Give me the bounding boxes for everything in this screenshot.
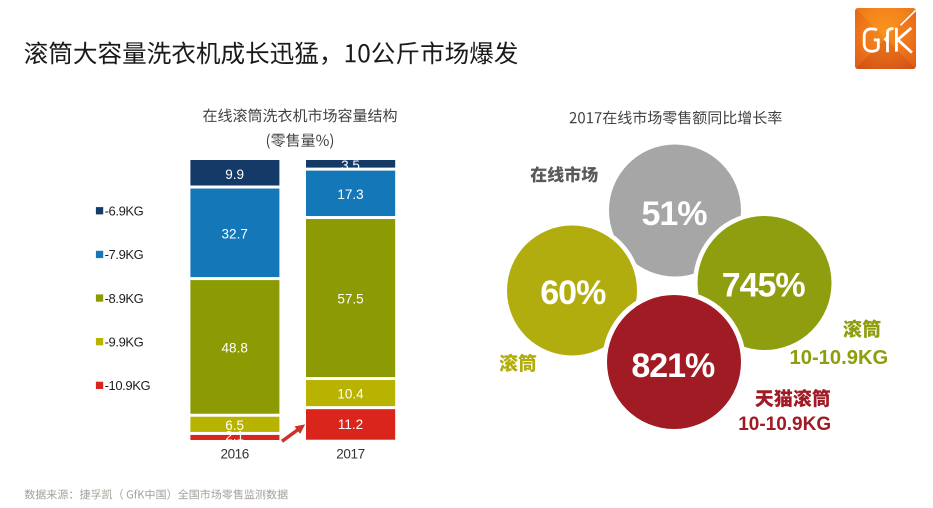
svg-text:51%: 51% <box>641 195 707 233</box>
svg-text:17.3: 17.3 <box>337 187 363 202</box>
svg-text:9.9: 9.9 <box>225 167 244 182</box>
svg-text:-9.9KG: -9.9KG <box>105 334 144 349</box>
svg-text:6.5: 6.5 <box>225 418 244 433</box>
svg-text:745%: 745% <box>722 267 806 305</box>
svg-text:-10.9KG: -10.9KG <box>105 378 151 393</box>
svg-text:10-10.9KG: 10-10.9KG <box>790 347 889 369</box>
svg-text:48.8: 48.8 <box>222 341 248 356</box>
svg-text:10-10.9KG: 10-10.9KG <box>738 414 831 435</box>
svg-text:11.2: 11.2 <box>338 417 363 432</box>
svg-text:2016: 2016 <box>220 447 248 462</box>
svg-text:-7.9KG: -7.9KG <box>105 247 144 262</box>
svg-text:10.4: 10.4 <box>337 387 364 402</box>
svg-text:2017: 2017 <box>336 447 364 462</box>
svg-text:2.1: 2.1 <box>225 428 244 443</box>
svg-text:60%: 60% <box>540 274 606 312</box>
svg-text:-8.9KG: -8.9KG <box>105 291 144 306</box>
svg-text:821%: 821% <box>631 347 715 385</box>
svg-text:57.5: 57.5 <box>337 292 363 307</box>
svg-text:3.5: 3.5 <box>341 158 360 173</box>
svg-text:-6.9KG: -6.9KG <box>105 204 144 219</box>
svg-text:32.7: 32.7 <box>222 226 248 241</box>
